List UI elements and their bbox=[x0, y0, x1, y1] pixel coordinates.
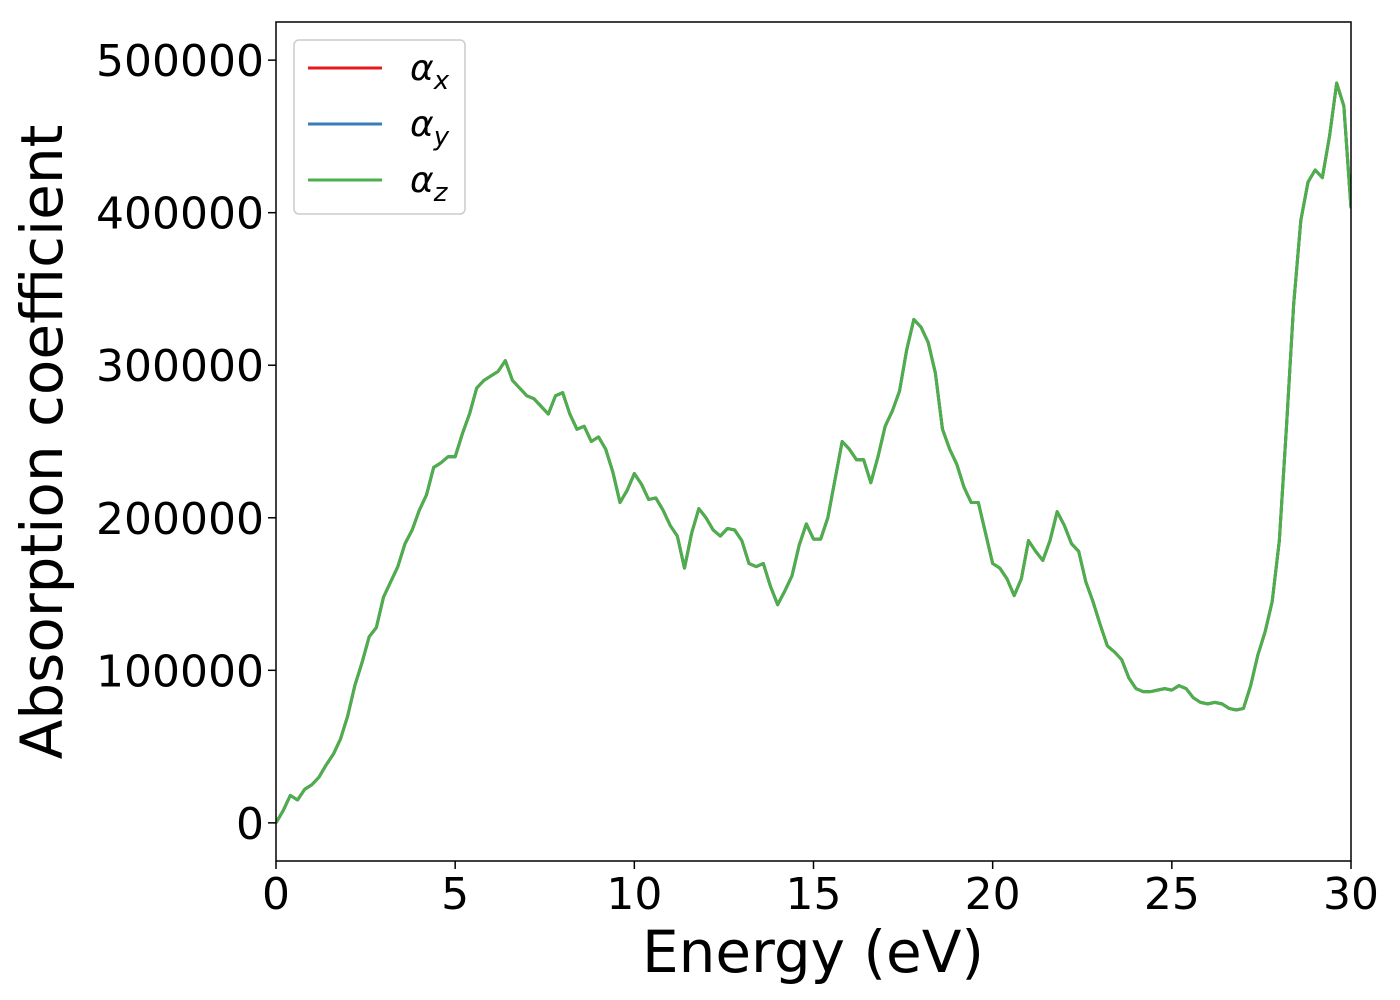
y-tick-label: 300000 bbox=[96, 341, 264, 392]
x-tick-label: 15 bbox=[786, 869, 842, 920]
x-tick-label: 0 bbox=[262, 869, 290, 920]
series-line bbox=[276, 81, 1351, 824]
x-tick-label: 20 bbox=[965, 869, 1021, 920]
x-tick-label: 5 bbox=[441, 869, 469, 920]
legend-box bbox=[293, 39, 466, 215]
y-axis-label: Absorption coefficient bbox=[8, 125, 76, 760]
x-axis-label: Energy (eV) bbox=[642, 918, 984, 986]
y-tick-label: 400000 bbox=[96, 189, 264, 240]
legend-label: αx bbox=[410, 48, 450, 96]
y-tick-label: 0 bbox=[236, 799, 264, 850]
plot-frame bbox=[275, 21, 1352, 862]
y-tick-label: 500000 bbox=[96, 36, 264, 87]
x-tick-label: 25 bbox=[1144, 869, 1200, 920]
legend-label: αz bbox=[410, 160, 449, 208]
y-tick-label: 100000 bbox=[96, 646, 264, 697]
x-tick-label: 10 bbox=[606, 869, 662, 920]
legend-label: αy bbox=[410, 104, 450, 152]
y-tick-label: 200000 bbox=[96, 494, 264, 545]
x-tick-label: 30 bbox=[1323, 869, 1379, 920]
